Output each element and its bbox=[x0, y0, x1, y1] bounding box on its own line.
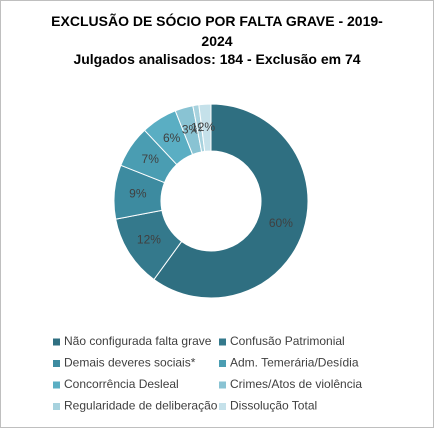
data-label: 12% bbox=[137, 233, 161, 247]
data-label: 2% bbox=[198, 120, 216, 134]
legend-label: Crimes/Atos de violência bbox=[230, 377, 362, 391]
legend-label: Não configurada falta grave bbox=[64, 334, 212, 348]
data-label: 60% bbox=[269, 216, 293, 230]
legend-marker bbox=[219, 381, 226, 389]
legend-marker bbox=[53, 338, 60, 346]
chart-title: EXCLUSÃO DE SÓCIO POR FALTA GRAVE - 2019… bbox=[51, 13, 383, 49]
data-label: 3% bbox=[182, 123, 200, 137]
chart-subtitle: Julgados analisados: 184 - Exclusão em 7… bbox=[73, 51, 361, 67]
donut-slice bbox=[198, 103, 212, 152]
legend-marker bbox=[219, 403, 226, 410]
legend-label: Confusão Patrimonial bbox=[230, 334, 345, 348]
donut-slice bbox=[153, 103, 309, 299]
legend-marker bbox=[53, 381, 60, 389]
legend-label: Regularidade de deliberação bbox=[64, 399, 218, 413]
legend-marker bbox=[53, 360, 60, 367]
legend-marker bbox=[219, 338, 226, 346]
legend-marker bbox=[53, 403, 60, 410]
legend-label: Adm. Temerária/Desídia bbox=[230, 356, 359, 370]
legend-label: Concorrência Desleal bbox=[64, 377, 179, 391]
legend-label: Demais deveres sociais* bbox=[64, 356, 196, 370]
legend-label: Dissolução Total bbox=[230, 399, 317, 413]
data-label: 7% bbox=[142, 152, 160, 166]
legend-marker bbox=[219, 360, 226, 367]
data-label: 9% bbox=[129, 186, 147, 200]
data-label: 6% bbox=[163, 131, 181, 145]
